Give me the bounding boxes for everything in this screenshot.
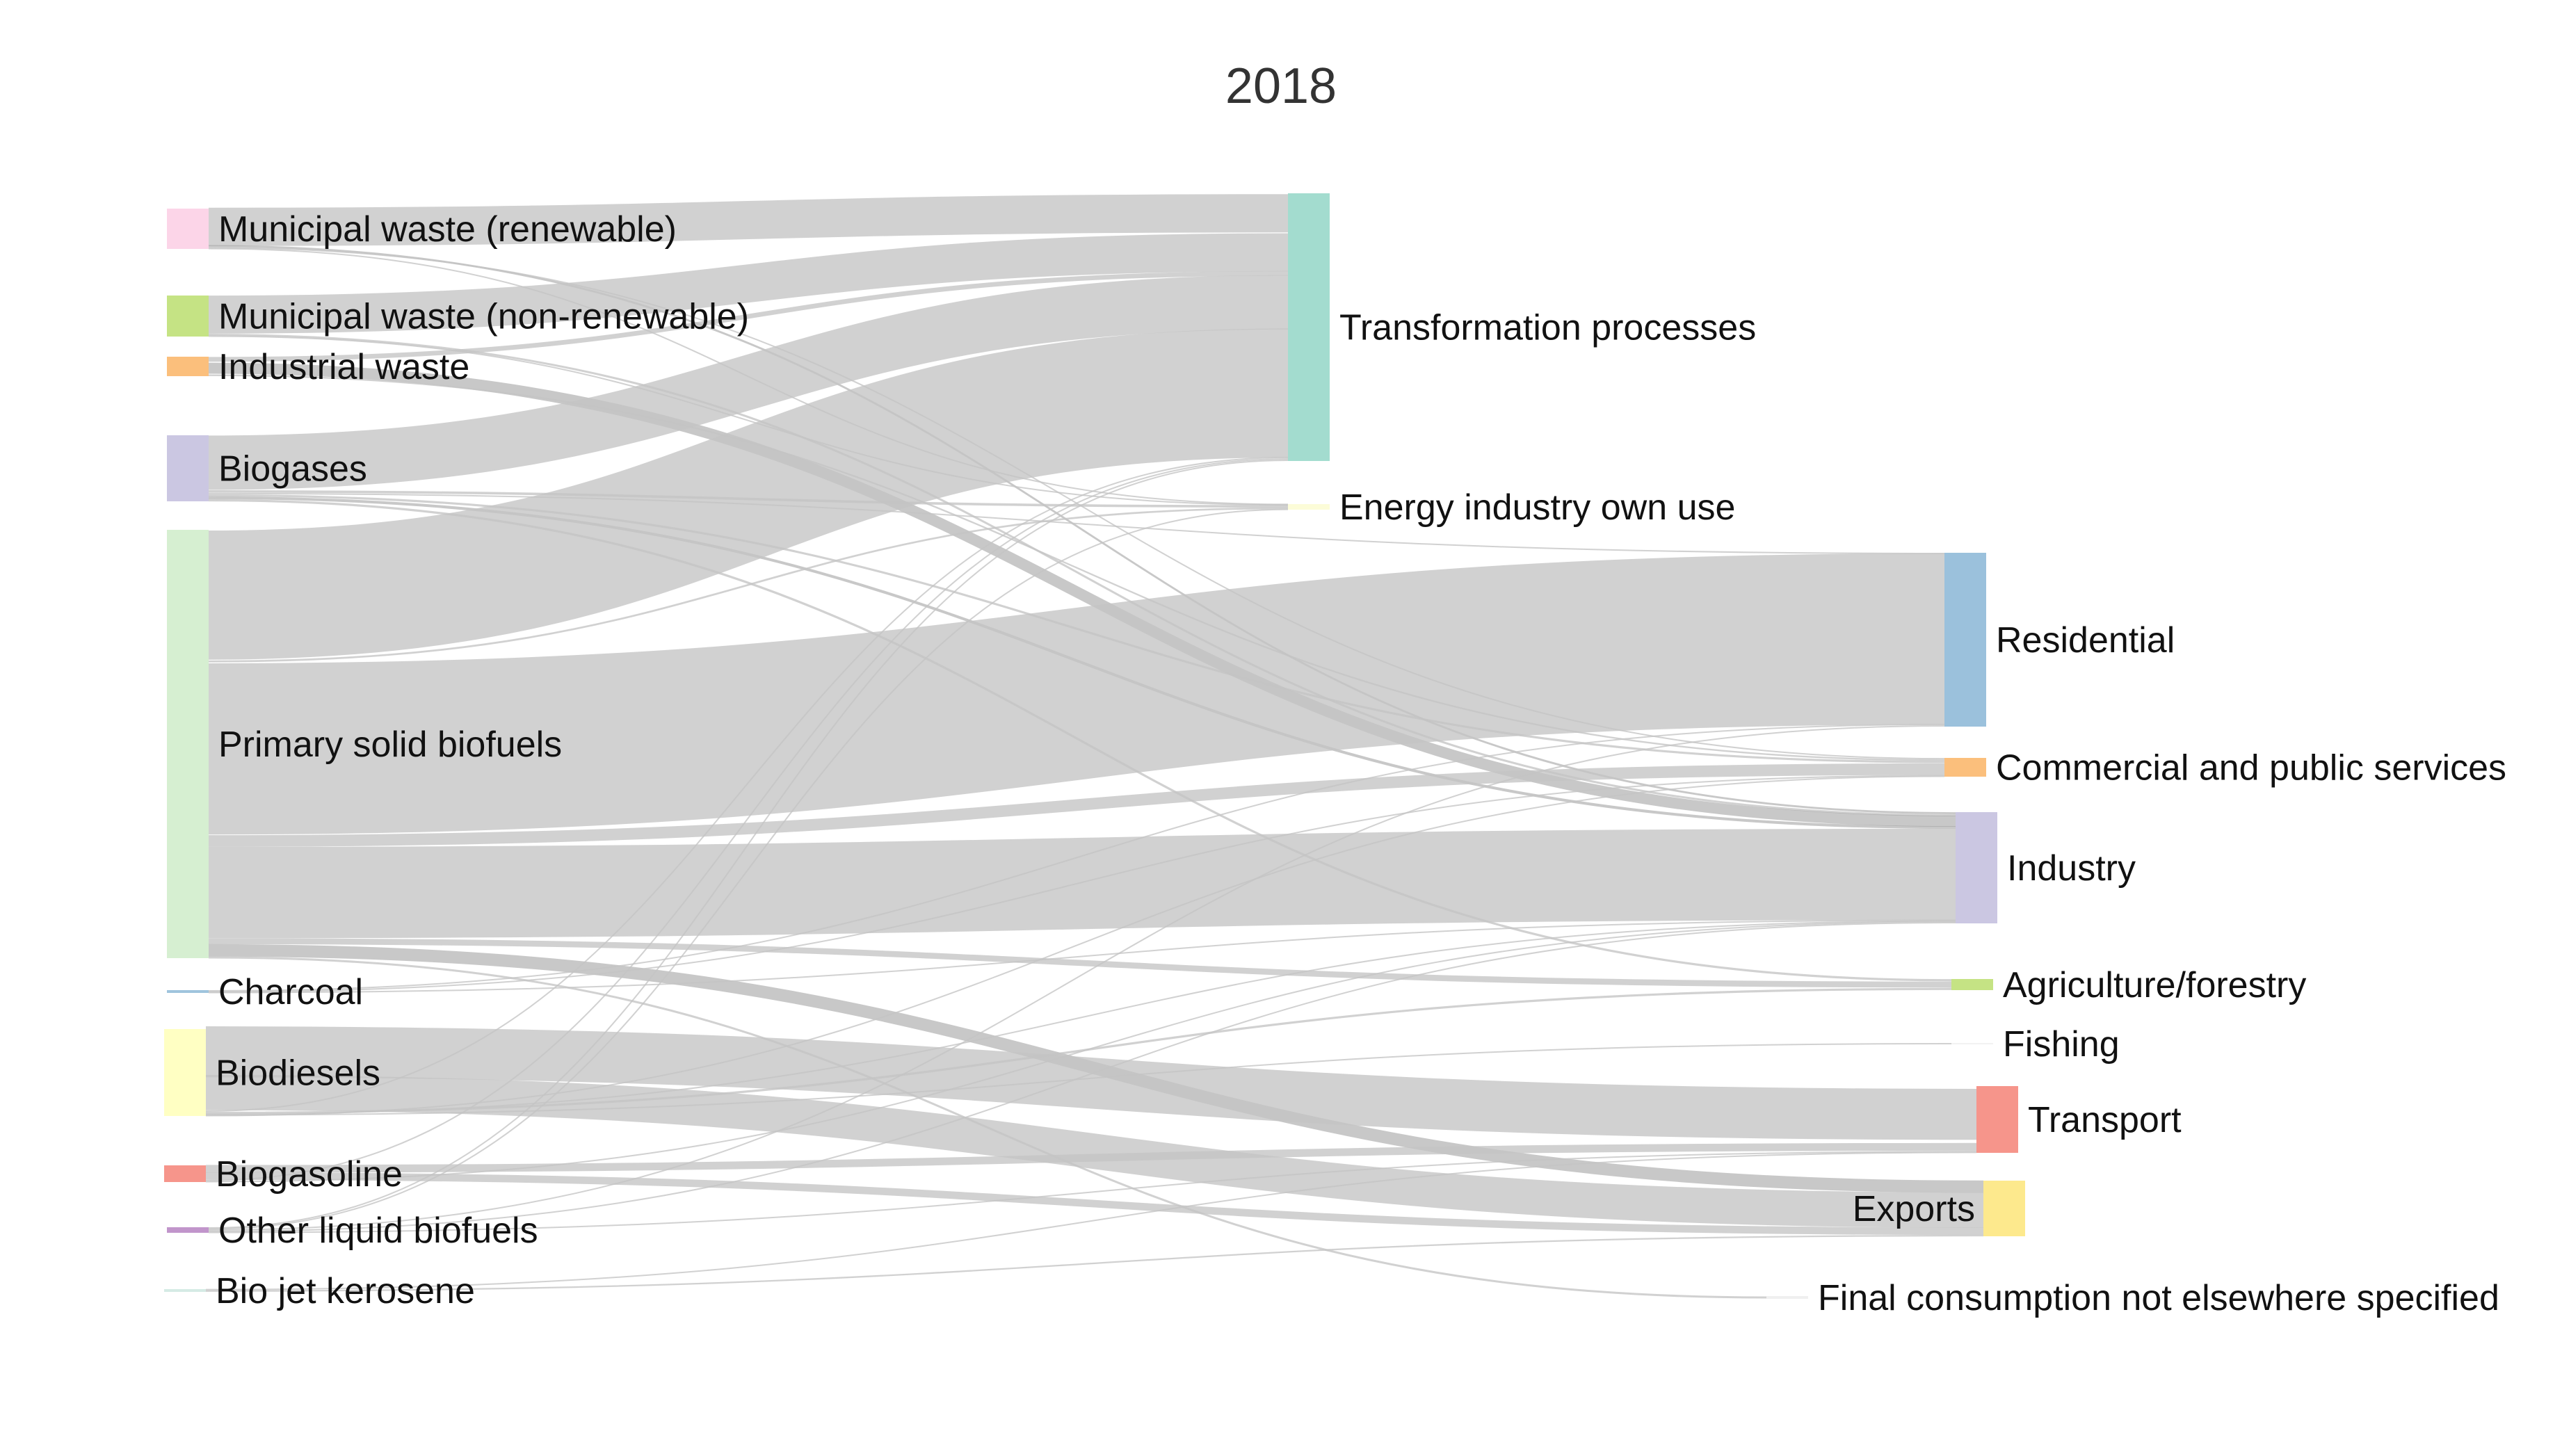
node-label-transport: Transport: [2028, 1100, 2182, 1140]
node-label-eiou: Energy industry own use: [1339, 487, 1735, 528]
node-ind[interactable]: [167, 357, 209, 376]
link-charcoal-to-industry: [208, 919, 1956, 994]
node-agri[interactable]: [1951, 979, 1993, 990]
node-label-psb: Primary solid biofuels: [218, 725, 562, 765]
node-olb[interactable]: [167, 1227, 209, 1233]
node-label-biogas: Biogases: [218, 449, 367, 490]
link-biogas-to-tp: [208, 275, 1289, 490]
node-label-ind: Industrial waste: [218, 347, 469, 387]
link-biogasoline-to-transport: [205, 1142, 1977, 1173]
link-charcoal-to-com: [208, 775, 1945, 993]
node-label-com: Commercial and public services: [1996, 748, 2506, 788]
node-fish[interactable]: [1951, 1043, 1993, 1044]
link-biodiesel-to-tp: [205, 457, 1289, 1113]
link-biogasoline-to-industry: [205, 921, 1956, 1183]
node-msw_r[interactable]: [167, 209, 209, 249]
node-label-msw_r: Municipal waste (renewable): [218, 209, 677, 250]
link-msw_nr-to-tp: [208, 233, 1289, 334]
node-psb[interactable]: [167, 530, 209, 958]
link-msw_nr-to-eiou: [208, 335, 1289, 506]
link-biodiesel-to-industry: [205, 920, 1956, 1115]
node-label-biodiesel: Biodiesels: [216, 1053, 380, 1094]
link-biodiesel-to-agri: [205, 987, 1952, 1115]
node-transport[interactable]: [1976, 1086, 2018, 1153]
link-charcoal-to-res: [208, 724, 1945, 992]
node-industry[interactable]: [1956, 812, 1997, 923]
node-label-fcnes: Final consumption not elsewhere specifie…: [1818, 1278, 2499, 1318]
link-olb-to-tp: [208, 460, 1289, 1229]
node-label-res: Residential: [1996, 620, 2175, 661]
node-biogasoline[interactable]: [164, 1165, 206, 1182]
node-res[interactable]: [1944, 553, 1986, 727]
link-psb-to-agri: [208, 938, 1952, 988]
node-eiou[interactable]: [1288, 504, 1330, 510]
node-label-tp: Transformation processes: [1339, 308, 1756, 348]
link-msw_r-to-tp: [208, 194, 1289, 246]
node-fcnes[interactable]: [1766, 1296, 1808, 1299]
node-msw_nr[interactable]: [167, 296, 209, 337]
link-olb-to-eiou: [208, 508, 1289, 1230]
link-bjk-to-transport: [205, 1151, 1977, 1291]
link-olb-to-industry: [208, 921, 1956, 1233]
link-psb-to-eiou: [208, 507, 1289, 663]
labels-layer: Municipal waste (renewable) Municipal was…: [216, 209, 2506, 1318]
link-ind-to-com: [208, 374, 1945, 761]
node-label-exports: Exports: [1853, 1189, 1975, 1229]
link-biodiesel-to-fish: [205, 1043, 1952, 1116]
node-tp[interactable]: [1288, 193, 1330, 461]
link-ind-to-industry: [208, 362, 1956, 827]
link-biogasoline-to-exports: [205, 1172, 1984, 1236]
node-biogas[interactable]: [167, 435, 209, 501]
node-exports[interactable]: [1983, 1181, 2025, 1236]
node-label-olb: Other liquid biofuels: [218, 1211, 538, 1251]
link-ind-to-tp: [208, 270, 1289, 362]
nodes-layer: [164, 193, 2025, 1299]
link-biodiesel-to-transport: [205, 1026, 1977, 1140]
node-com[interactable]: [1944, 758, 1986, 777]
links-layer: [205, 194, 1984, 1299]
node-label-industry: Industry: [2007, 848, 2136, 889]
node-label-biogasoline: Biogasoline: [216, 1154, 403, 1195]
node-label-charcoal: Charcoal: [218, 972, 363, 1012]
link-bjk-to-exports: [205, 1234, 1984, 1292]
link-biogasoline-to-tp: [205, 458, 1289, 1181]
link-biodiesel-to-com: [205, 775, 1945, 1117]
link-msw_nr-to-industry: [208, 333, 1956, 817]
link-psb-to-res: [208, 553, 1945, 835]
link-psb-to-com: [208, 763, 1945, 847]
link-psb-to-tp: [208, 328, 1289, 660]
link-olb-to-transport: [208, 1151, 1977, 1233]
node-biodiesel[interactable]: [164, 1029, 206, 1116]
node-label-fish: Fishing: [2003, 1024, 2120, 1065]
link-olb-to-res: [208, 725, 1945, 1231]
node-bjk[interactable]: [164, 1289, 206, 1292]
link-biodiesel-to-exports: [205, 1074, 1984, 1228]
node-charcoal[interactable]: [167, 990, 209, 993]
node-label-msw_nr: Municipal waste (non-renewable): [218, 297, 749, 337]
link-psb-to-industry: [208, 828, 1956, 939]
node-label-agri: Agriculture/forestry: [2003, 965, 2306, 1005]
chart-title: 2018: [1225, 58, 1337, 114]
node-label-bjk: Bio jet kerosene: [216, 1271, 475, 1311]
